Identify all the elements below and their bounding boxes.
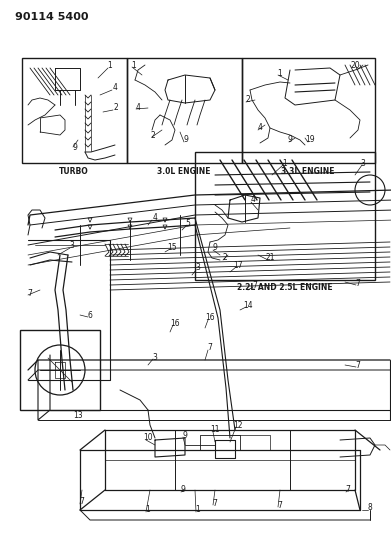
Text: 2: 2 <box>222 254 228 262</box>
Text: 7: 7 <box>253 280 257 289</box>
Text: 2: 2 <box>151 131 155 140</box>
Text: 2.2L AND 2.5L ENGINE: 2.2L AND 2.5L ENGINE <box>237 284 333 293</box>
Text: 21: 21 <box>265 254 275 262</box>
Text: 7: 7 <box>208 343 212 352</box>
Text: 1: 1 <box>278 69 282 77</box>
Text: 90114 5400: 90114 5400 <box>15 12 88 22</box>
Text: 7: 7 <box>79 497 84 506</box>
Text: 6: 6 <box>88 311 92 319</box>
Text: 1: 1 <box>283 158 287 167</box>
Text: 3: 3 <box>361 158 366 167</box>
Text: 3: 3 <box>152 352 158 361</box>
Text: 7: 7 <box>346 486 350 495</box>
Bar <box>22 58 127 163</box>
Text: 2: 2 <box>114 103 118 112</box>
Text: 7: 7 <box>355 279 361 287</box>
Text: 16: 16 <box>205 313 215 322</box>
Text: 3.3L ENGINE: 3.3L ENGINE <box>281 166 335 175</box>
Text: 9: 9 <box>183 135 188 144</box>
Text: 4: 4 <box>113 84 117 93</box>
Text: 13: 13 <box>73 410 83 419</box>
Text: 2: 2 <box>246 95 250 104</box>
Text: 7: 7 <box>355 360 361 369</box>
Text: 5: 5 <box>186 220 190 229</box>
Text: 8: 8 <box>368 504 372 513</box>
Text: 7: 7 <box>278 500 282 510</box>
Text: 3.0L ENGINE: 3.0L ENGINE <box>157 166 211 175</box>
Text: 14: 14 <box>243 301 253 310</box>
Text: 16: 16 <box>170 319 180 327</box>
Text: 12: 12 <box>233 421 243 430</box>
Text: 17: 17 <box>233 261 243 270</box>
Text: 9: 9 <box>183 431 187 440</box>
Text: 4: 4 <box>251 196 255 205</box>
Text: 20: 20 <box>350 61 360 69</box>
Text: 7: 7 <box>27 288 32 297</box>
Text: 9: 9 <box>73 143 77 152</box>
Text: 3: 3 <box>196 263 201 272</box>
Text: 1: 1 <box>108 61 112 69</box>
Bar <box>127 58 242 163</box>
Text: 10: 10 <box>143 433 153 442</box>
Text: 19: 19 <box>305 135 315 144</box>
Text: 4: 4 <box>152 214 158 222</box>
Bar <box>242 58 375 163</box>
Text: 9: 9 <box>287 135 292 144</box>
Text: 9: 9 <box>181 486 185 495</box>
Text: 1: 1 <box>145 505 151 514</box>
Text: 9: 9 <box>213 244 217 253</box>
Text: 4: 4 <box>136 102 140 111</box>
Text: 1: 1 <box>132 61 136 69</box>
Text: 7: 7 <box>213 498 217 507</box>
Text: 4: 4 <box>258 124 262 133</box>
Text: 15: 15 <box>167 243 177 252</box>
Text: 11: 11 <box>210 425 220 434</box>
Bar <box>20 330 100 410</box>
Text: TURBO: TURBO <box>59 166 89 175</box>
Text: 1: 1 <box>196 505 200 514</box>
Text: 3: 3 <box>70 241 74 251</box>
Bar <box>195 152 375 280</box>
